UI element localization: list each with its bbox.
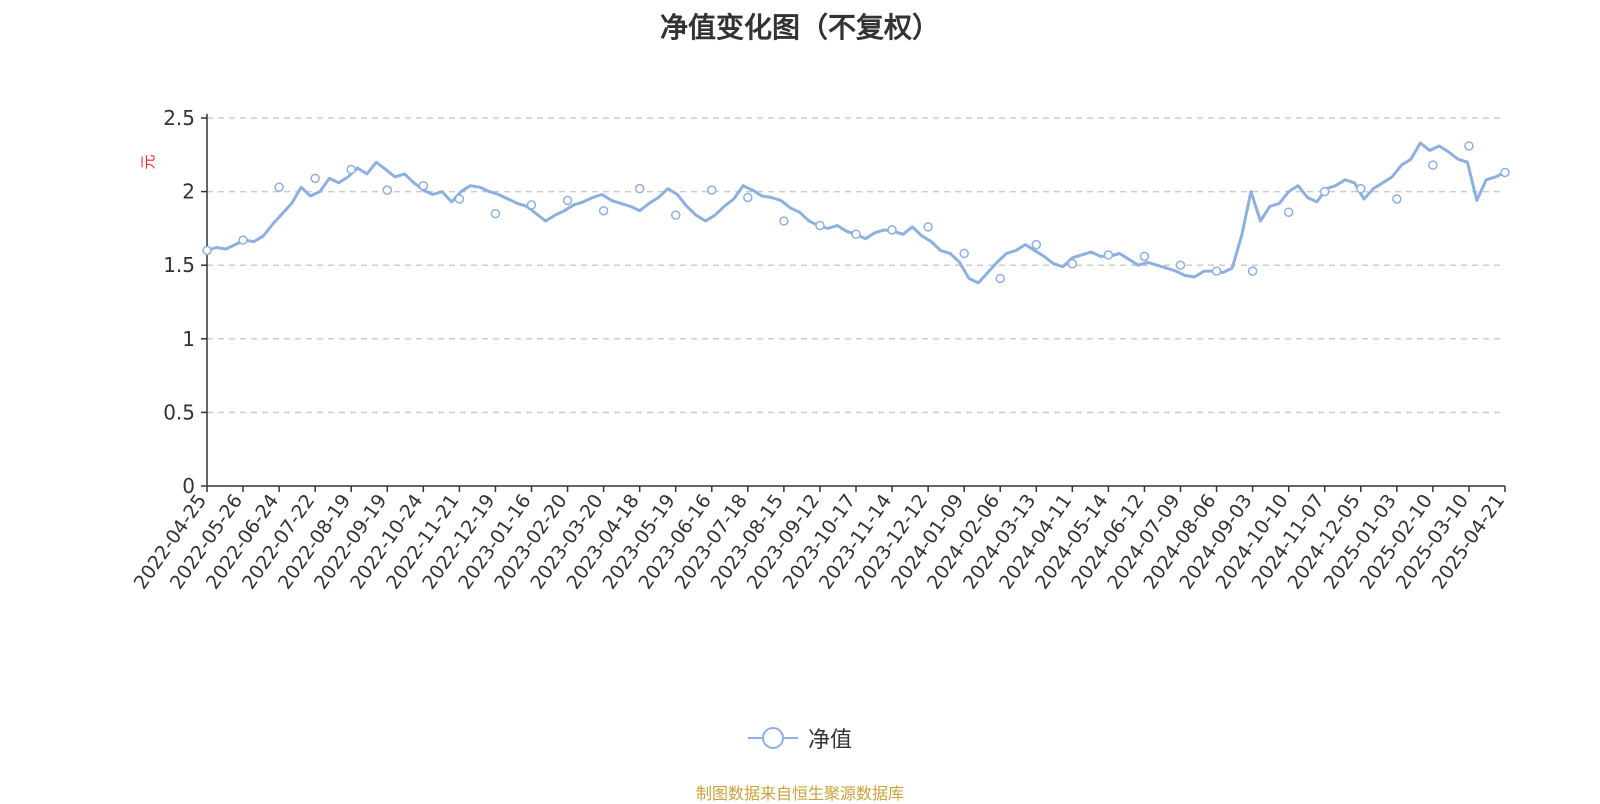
data-point (274, 182, 284, 192)
series-net-value (202, 141, 1510, 285)
data-point (1067, 258, 1078, 269)
data-point (634, 183, 645, 194)
data-point (598, 205, 609, 216)
data-point (743, 192, 753, 203)
axes: 00.511.522.52022-04-252022-05-262022-06-… (130, 106, 1509, 593)
data-point (815, 220, 825, 231)
data-point (202, 245, 212, 256)
data-point (1500, 167, 1510, 178)
chart-title: 净值变化图（不复权） (659, 11, 940, 44)
data-point (310, 173, 320, 184)
data-point (779, 216, 789, 226)
data-point (1175, 260, 1186, 270)
data-point (1356, 183, 1366, 194)
data-point (923, 222, 933, 232)
data-point (418, 180, 429, 191)
y-tick-label: 1 (182, 327, 195, 351)
data-point (346, 164, 356, 175)
y-tick-label: 0 (182, 474, 195, 498)
data-point (1283, 207, 1294, 217)
data-point (1031, 239, 1042, 250)
data-point (1464, 141, 1474, 151)
data-point (454, 194, 465, 204)
y-tick-label: 1.5 (163, 253, 195, 277)
data-point (238, 235, 248, 245)
series-line (206, 141, 1506, 285)
data-point (1319, 186, 1330, 197)
data-point (851, 229, 861, 240)
data-point (526, 200, 537, 210)
y-axis-label: 元 (139, 154, 157, 169)
data-point (995, 273, 1005, 284)
data-point (490, 208, 501, 219)
data-point (1392, 194, 1402, 204)
legend-label: 净值 (807, 728, 852, 753)
data-point (562, 195, 573, 206)
legend-marker-icon (747, 727, 798, 749)
y-tick-label: 2.5 (163, 106, 195, 130)
grid-lines (207, 117, 1505, 414)
data-point (670, 210, 681, 220)
y-tick-label: 0.5 (163, 400, 195, 424)
y-tick-label: 2 (182, 180, 195, 204)
legend[interactable]: 净值 (0, 722, 1600, 754)
data-point (1139, 251, 1150, 262)
data-source-note: 制图数据来自恒生聚源数据库 (695, 784, 904, 803)
data-point (1211, 266, 1222, 276)
data-point (959, 248, 969, 259)
data-point (382, 185, 393, 195)
data-point (1428, 160, 1438, 170)
data-point (887, 225, 897, 235)
data-point (1247, 266, 1258, 276)
data-point (707, 185, 717, 195)
data-point (1103, 250, 1114, 260)
